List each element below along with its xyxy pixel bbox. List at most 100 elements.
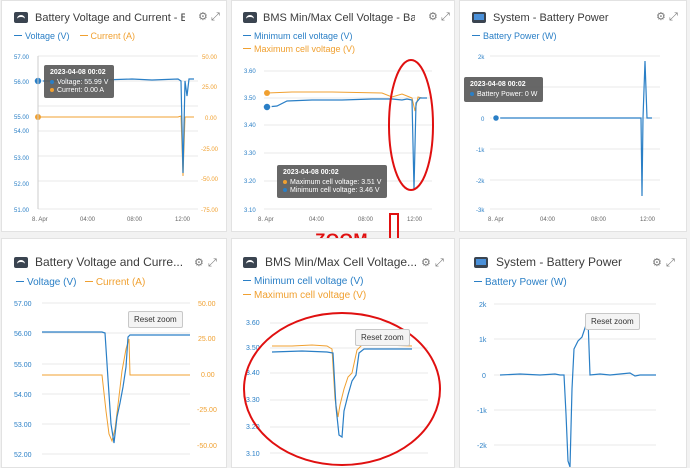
expand-icon[interactable]: ⤢ — [211, 11, 220, 23]
gauge-icon — [243, 12, 257, 23]
y-tick-right: 0.00 — [205, 116, 217, 122]
y-tick: 52.00 — [14, 452, 32, 459]
widget-battery-voltage-current-top: Battery Voltage and Current - Ba... ⚙ ⤢ … — [1, 0, 227, 232]
tooltip-row: Battery Power: 0 W — [477, 91, 538, 98]
y-tick: 3.40 — [244, 123, 256, 129]
x-tick: 04:00 — [80, 217, 96, 223]
widget-bms-cell-voltage-zoomed: BMS Min/Max Cell Voltage... ⚙ ⤢ Minimum … — [231, 238, 455, 468]
expand-icon[interactable]: ⤢ — [666, 257, 675, 269]
y-tick: -1k — [476, 148, 485, 154]
y-tick: 3.30 — [244, 151, 256, 157]
chart-plot[interactable]: 57.00 56.00 55.00 54.00 53.00 52.00 50.0… — [2, 239, 227, 468]
highlight-ellipse — [388, 59, 434, 191]
y-tick: -2k — [477, 443, 487, 450]
legend-min-cell[interactable]: Minimum cell voltage (V) — [243, 31, 355, 41]
y-tick: 3.20 — [244, 179, 256, 185]
chart-plot[interactable]: 3.60 3.50 3.40 3.30 3.20 3.10 — [232, 239, 455, 468]
expand-icon[interactable]: ⤢ — [435, 257, 444, 269]
y-tick: 52.00 — [14, 182, 30, 188]
legend-max-cell[interactable]: Maximum cell voltage (V) — [243, 290, 366, 301]
expand-icon[interactable]: ⤢ — [441, 11, 450, 23]
legend-max-cell[interactable]: Maximum cell voltage (V) — [243, 44, 355, 54]
y-tick: 54.00 — [14, 129, 30, 135]
widget-title: Battery Voltage and Current - Ba... — [35, 12, 185, 24]
gear-icon[interactable]: ⚙ — [652, 257, 662, 269]
y-tick: 3.10 — [246, 451, 260, 458]
chart-plot[interactable]: 2k 1k 0 -1k -2k — [460, 239, 687, 468]
y-tick-right: 0.00 — [201, 372, 215, 379]
widget-title: BMS Min/Max Cell Voltage... — [265, 255, 417, 269]
legend-battery-power[interactable]: Battery Power (W) — [472, 31, 557, 41]
x-tick: 12:00 — [640, 217, 656, 223]
gear-icon[interactable]: ⚙ — [421, 257, 431, 269]
gear-icon[interactable]: ⚙ — [194, 257, 204, 269]
y-tick-right: 50.00 — [202, 55, 218, 61]
x-tick: 08:00 — [127, 217, 143, 223]
gauge-icon — [14, 12, 28, 23]
y-tick-right: 50.00 — [198, 301, 216, 308]
x-tick: 12:00 — [175, 217, 191, 223]
tooltip-row: Voltage: 55.99 V — [57, 79, 109, 86]
widget-title: System - Battery Power — [493, 12, 609, 24]
chart-tooltip: 2023-04-08 00:02 Battery Power: 0 W — [464, 77, 544, 102]
y-tick: 3.50 — [244, 96, 256, 102]
x-tick: 8. Apr — [258, 217, 274, 223]
tooltip-row: Maximum cell voltage: 3.51 V — [290, 179, 382, 186]
y-tick: 0 — [481, 117, 485, 123]
y-tick: 54.00 — [14, 392, 32, 399]
tooltip-time: 2023-04-08 00:02 — [50, 69, 106, 76]
x-tick: 12:00 — [407, 217, 423, 223]
chart-plot[interactable]: 2k 1k 0 -1k -2k -3k 8. Apr 04:00 08:00 1… — [460, 1, 687, 232]
x-tick: 08:00 — [591, 217, 607, 223]
expand-icon[interactable]: ⤢ — [208, 257, 217, 269]
reset-zoom-button[interactable]: Reset zoom — [585, 313, 640, 330]
highlight-ellipse — [243, 312, 441, 466]
series-min-cell — [271, 348, 412, 439]
y-tick: 3.50 — [246, 345, 260, 352]
y-tick: 55.00 — [14, 362, 32, 369]
series-min-cell — [266, 97, 427, 190]
chart-tooltip: 2023-04-08 00:02 Maximum cell voltage: 3… — [277, 165, 388, 198]
series-max-cell — [266, 91, 427, 112]
chart-plot[interactable]: 3.60 3.50 3.40 3.30 3.20 3.10 8. Apr 04:… — [232, 1, 455, 232]
y-tick: 3.60 — [244, 69, 256, 75]
chart-legend: Voltage (V) Current (A) — [16, 277, 145, 288]
chart-plot[interactable]: 57.00 56.00 55.00 54.00 53.00 52.00 51.0… — [2, 1, 227, 232]
reset-zoom-button[interactable]: Reset zoom — [355, 329, 410, 346]
series-current — [42, 338, 190, 443]
y-tick: 53.00 — [14, 156, 30, 162]
chart-legend: Battery Power (W) — [474, 277, 567, 288]
y-tick: 3.60 — [246, 320, 260, 327]
y-tick-right: -25.00 — [197, 407, 217, 414]
system-icon — [472, 12, 486, 23]
y-tick: 55.00 — [14, 115, 30, 121]
gear-icon[interactable]: ⚙ — [656, 11, 666, 23]
tooltip-row: Current: 0.00 A — [57, 87, 105, 94]
y-tick: 1k — [479, 337, 487, 344]
gear-icon[interactable]: ⚙ — [198, 11, 208, 23]
y-tick-right: 25.00 — [202, 85, 218, 91]
y-tick: 2k — [479, 302, 487, 309]
legend-voltage[interactable]: Voltage (V) — [16, 277, 76, 288]
gauge-icon — [14, 257, 28, 268]
legend-voltage[interactable]: Voltage (V) — [14, 31, 70, 41]
tooltip-row: Minimum cell voltage: 3.46 V — [290, 187, 380, 194]
tooltip-time: 2023-04-08 00:02 — [470, 81, 526, 88]
y-tick-right: -50.00 — [201, 177, 219, 183]
y-tick: 56.00 — [14, 331, 32, 338]
legend-current[interactable]: Current (A) — [84, 277, 145, 288]
expand-icon[interactable]: ⤢ — [669, 11, 678, 23]
y-tick: 3.10 — [244, 208, 256, 214]
widget-title: BMS Min/Max Cell Voltage - Batt... — [263, 12, 415, 24]
widget-battery-power-top: System - Battery Power ⚙ ⤢ Battery Power… — [459, 0, 687, 232]
chart-legend: Minimum cell voltage (V) Maximum cell vo… — [243, 276, 366, 301]
widget-title: Battery Voltage and Curre... — [35, 255, 184, 269]
gear-icon[interactable]: ⚙ — [428, 11, 438, 23]
legend-battery-power[interactable]: Battery Power (W) — [474, 277, 567, 288]
y-tick: 3.40 — [246, 370, 260, 377]
chart-legend: Minimum cell voltage (V) Maximum cell vo… — [243, 31, 355, 54]
chart-tooltip: 2023-04-08 00:02 Voltage: 55.99 V Curren… — [44, 65, 115, 98]
reset-zoom-button[interactable]: Reset zoom — [128, 311, 183, 328]
legend-current[interactable]: Current (A) — [79, 31, 135, 41]
legend-min-cell[interactable]: Minimum cell voltage (V) — [243, 276, 366, 287]
